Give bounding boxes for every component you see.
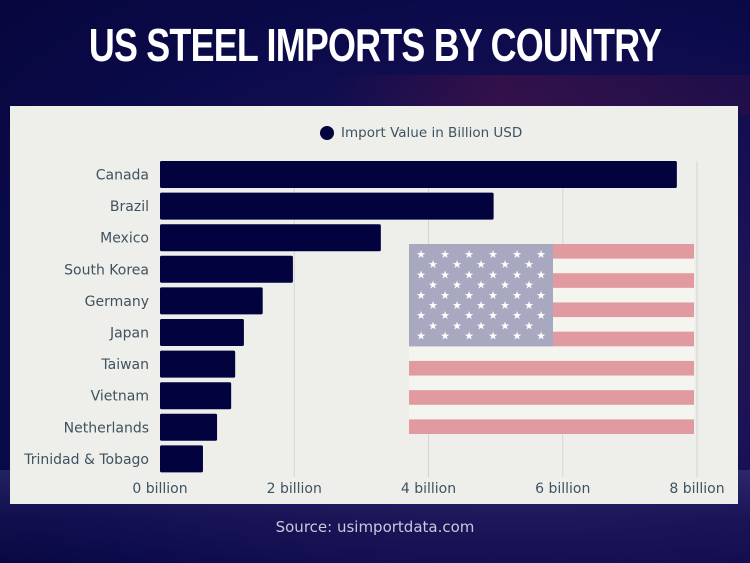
flag-star: ★ [536, 330, 546, 343]
flag-star: ★ [464, 268, 474, 281]
flag-star: ★ [488, 289, 498, 302]
flag-star: ★ [416, 248, 426, 261]
flag-star: ★ [428, 258, 438, 271]
x-tick-label: 2 billion [267, 481, 322, 497]
category-label: Vietnam [91, 389, 149, 405]
flag-star: ★ [440, 289, 450, 302]
flag-star: ★ [416, 268, 426, 281]
flag-canton [409, 244, 553, 347]
bar [160, 413, 218, 441]
flag-star: ★ [428, 319, 438, 332]
flag-star: ★ [488, 248, 498, 261]
flag-star: ★ [536, 289, 546, 302]
flag-stripe [409, 390, 694, 405]
flag-star: ★ [416, 309, 426, 322]
flag-star: ★ [440, 248, 450, 261]
flag-star: ★ [524, 299, 534, 312]
flag-star: ★ [440, 309, 450, 322]
x-tick-label: 8 billion [669, 481, 724, 497]
flag-star: ★ [500, 319, 510, 332]
category-label: Taiwan [100, 357, 149, 373]
flag-star: ★ [416, 289, 426, 302]
bar [160, 255, 293, 283]
flag-star: ★ [524, 279, 534, 292]
flag-star: ★ [464, 289, 474, 302]
flag-star: ★ [536, 268, 546, 281]
flag-star: ★ [440, 268, 450, 281]
category-label: Canada [96, 168, 149, 184]
category-label: Mexico [100, 231, 149, 247]
bar [160, 319, 244, 346]
category-labels: Canada Brazil Mexico South Korea Germany Japa… [23, 168, 149, 468]
flag-star: ★ [500, 299, 510, 312]
bar [160, 287, 263, 315]
flag-star: ★ [536, 309, 546, 322]
bar [160, 350, 236, 378]
flag-star: ★ [452, 279, 462, 292]
category-label: Netherlands [64, 420, 149, 436]
flag-star: ★ [476, 299, 486, 312]
us-flag-decoration: ★ ★ ★ ★ ★ ★★ ★ ★ ★ ★★ ★ ★ ★ ★ ★★ ★ ★ ★ ★★ ★ ★ ★ ★ ★★ ★ ★ ★ ★★ ★ ★ ★ ★ ★★… [409, 244, 694, 434]
flag-star: ★ [488, 309, 498, 322]
flag-star: ★ [524, 319, 534, 332]
category-label: Trinidad & Tobago [23, 452, 149, 468]
flag-star: ★ [464, 309, 474, 322]
flag-star: ★ [476, 279, 486, 292]
flag-star: ★ [428, 279, 438, 292]
category-label: Brazil [110, 199, 149, 215]
category-label: South Korea [64, 262, 149, 278]
flag-stripe [409, 419, 694, 434]
legend-label: Import Value in Billion USD [341, 125, 523, 141]
flag-star: ★ [512, 330, 522, 343]
bar [160, 224, 381, 252]
flag-star: ★ [536, 248, 546, 261]
bar [160, 192, 494, 220]
flag-star: ★ [512, 309, 522, 322]
flag-star: ★ [440, 330, 450, 343]
legend-marker [320, 126, 334, 140]
flag-star: ★ [476, 258, 486, 271]
page-title: US STEEL IMPORTS BY COUNTRY [88, 19, 662, 71]
flag-star: ★ [512, 268, 522, 281]
flag-star: ★ [452, 299, 462, 312]
flag-star: ★ [500, 258, 510, 271]
flag-star: ★ [452, 258, 462, 271]
category-label: Japan [109, 326, 149, 342]
bars [160, 161, 677, 473]
flag-star: ★ [488, 330, 498, 343]
flag-star: ★ [512, 289, 522, 302]
x-tick-label: 6 billion [535, 481, 590, 497]
flag-star: ★ [464, 330, 474, 343]
flag-star: ★ [452, 319, 462, 332]
flag-star: ★ [512, 248, 522, 261]
bar [160, 445, 203, 473]
flag-star: ★ [500, 279, 510, 292]
flag-star: ★ [464, 248, 474, 261]
bar [160, 161, 677, 188]
x-tick-label: 4 billion [401, 481, 456, 497]
bar [160, 382, 232, 410]
flag-star: ★ [476, 319, 486, 332]
x-tick-label: 0 billion [132, 481, 187, 497]
flag-star: ★ [428, 299, 438, 312]
flag-star: ★ [488, 268, 498, 281]
flag-star: ★ [416, 330, 426, 343]
category-label: Germany [85, 294, 149, 310]
flag-star: ★ [524, 258, 534, 271]
flag-stripe [409, 360, 694, 376]
chart-legend: Import Value in Billion USD [320, 125, 522, 141]
x-axis-tick-labels: 0 billion 2 billion 4 billion 6 billion 8 bi… [132, 481, 724, 497]
source-note: Source: usimportdata.com [275, 518, 475, 536]
